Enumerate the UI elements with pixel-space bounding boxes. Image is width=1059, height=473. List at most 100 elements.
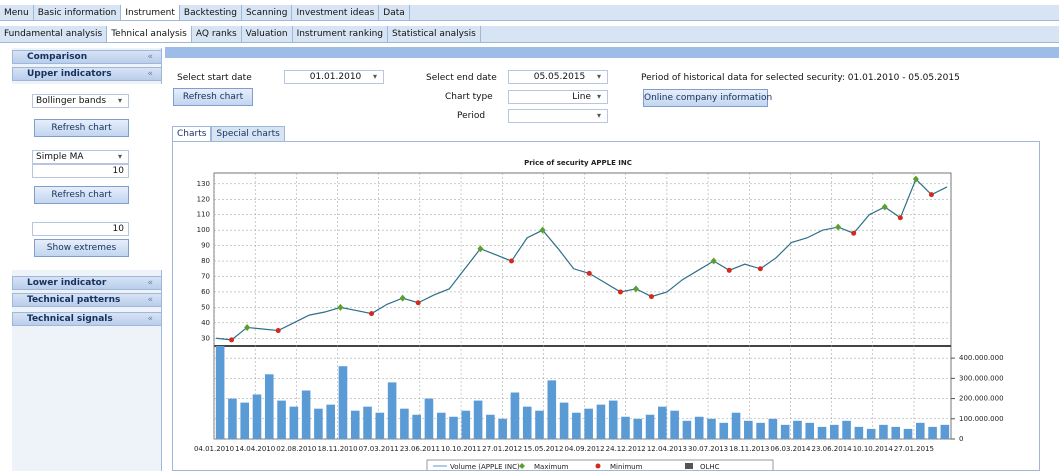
volume-bar [240, 402, 250, 439]
menu-tab[interactable]: Fundamental analysis [0, 26, 108, 42]
menu-tab[interactable]: Data [379, 5, 410, 20]
input[interactable]: 10 [32, 222, 129, 236]
section-header[interactable]: Comparison « [12, 50, 162, 64]
tab[interactable]: Special charts [211, 126, 285, 141]
button[interactable]: Refresh chart [34, 186, 129, 204]
volume-bar [228, 398, 237, 439]
period-info: Period of historical data for selected s… [641, 73, 960, 83]
chart-panel: Price of security APPLE INC 30 40 50 60 70 80… [172, 141, 1040, 473]
minimum-marker [509, 258, 515, 264]
volume-bar [572, 412, 581, 439]
x-tick-label: 14.04.2010 [235, 445, 275, 453]
legend-label: Minimum [610, 463, 643, 470]
main-menu: Menu Basic information Instrument Backtesti… [0, 5, 1059, 21]
x-tick-label: 04.01.2010 [194, 445, 234, 453]
section-header[interactable]: Upper indicators « [12, 67, 162, 81]
x-tick-label: 10.10.2014 [853, 445, 894, 453]
x-tick-label: 23.06.2011 [400, 445, 440, 453]
x-tick-label: 10.10.2011 [441, 445, 481, 453]
plot-area [213, 172, 952, 440]
volume-bar [350, 410, 360, 439]
dropdown[interactable]: Bollinger bands [32, 94, 129, 108]
dropdown[interactable] [508, 109, 608, 123]
date-picker[interactable]: 01.01.2010 [284, 70, 384, 84]
volume-bar [621, 416, 630, 439]
menu-tab[interactable]: Tehnical analysis [107, 26, 192, 42]
chart-tabs: Charts Special charts [172, 126, 285, 141]
section-header[interactable]: Technical signals « [12, 312, 162, 326]
button[interactable]: Refresh chart [34, 119, 129, 137]
button[interactable]: Online company information [643, 89, 772, 107]
dropdown[interactable]: Line [508, 90, 608, 104]
section-header[interactable]: Technical patterns « [12, 293, 162, 307]
volume-bar [719, 422, 729, 439]
volume-bar [879, 424, 888, 439]
chart-title: Price of security APPLE INC [524, 159, 632, 167]
y-tick-label: 40 [201, 319, 210, 327]
menu-tab[interactable]: Instrument [121, 5, 180, 20]
x-tick-label: 12.04.2013 [647, 445, 687, 453]
y2-tick-label: 300.000.000 [959, 374, 1004, 382]
volume-bar [363, 406, 372, 439]
volume-bar [559, 402, 569, 439]
volume-bar [817, 426, 827, 439]
menu-tab[interactable]: Menu [0, 5, 34, 20]
button[interactable]: Show extremes [34, 239, 129, 257]
x-tick-label: 27.01.2012 [482, 445, 522, 453]
section-title: Technical patterns [27, 295, 121, 305]
volume-bar [842, 420, 851, 439]
section-title: Upper indicators [27, 69, 112, 79]
menu-tab[interactable]: AQ ranks [192, 26, 242, 42]
minimum-marker [851, 230, 857, 236]
y2-tick-label: 200.000.000 [959, 395, 1004, 403]
volume-bar [326, 404, 335, 439]
menu-tab[interactable]: Scanning [242, 5, 293, 20]
x-tick-label: 23.06.2014 [812, 445, 853, 453]
menu-tab[interactable]: Statistical analysis [388, 26, 481, 42]
maximum-marker [632, 285, 639, 293]
minimum-marker [415, 300, 421, 306]
minimum-marker [617, 289, 623, 295]
volume-bar [436, 412, 446, 439]
maximum-marker [244, 323, 251, 331]
section-header[interactable]: Lower indicator « [12, 276, 162, 290]
volume-bar [694, 416, 704, 439]
label: Select start date [177, 73, 252, 83]
maximum-marker [710, 257, 717, 265]
volume-bar [731, 412, 741, 439]
volume-bar [461, 410, 471, 439]
y2-tick-label: 400.000.000 [959, 354, 1004, 362]
menu-tab[interactable]: Basic information [34, 5, 122, 20]
legend-swatch [685, 463, 693, 469]
minimum-marker [897, 215, 903, 221]
x-tick-label: 04.09.2012 [565, 445, 605, 453]
volume-bar [252, 394, 262, 439]
sub-menu: Fundamental analysis Tehnical analysis AQ … [0, 26, 1059, 43]
volume-bar [375, 412, 385, 439]
input[interactable]: 10 [32, 164, 129, 178]
sidebar: Comparison « Upper indicators « Bollinger … [12, 48, 162, 471]
menu-tab[interactable]: Backtesting [180, 5, 242, 20]
y-tick-label: 80 [201, 257, 210, 265]
volume-bar [338, 366, 348, 439]
volume-bar [793, 420, 802, 439]
volume-bar [928, 426, 937, 439]
menu-tab[interactable]: Instrument ranking [293, 26, 389, 42]
x-tick-label: 18.11.2013 [729, 445, 769, 453]
upper-indicators-panel: Bollinger bands Refresh chart Simple MA … [12, 84, 162, 270]
y-tick-label: 120 [197, 195, 210, 203]
menu-tab[interactable]: Valuation [242, 26, 293, 42]
volume-bar [658, 406, 667, 439]
volume-bar [424, 398, 434, 439]
volume-bar [522, 406, 532, 439]
date-picker[interactable]: 05.05.2015 [508, 70, 608, 84]
section-title: Technical signals [27, 314, 113, 324]
dropdown[interactable]: Simple MA [32, 150, 129, 164]
volume-bar [670, 410, 679, 439]
volume-bar [486, 414, 495, 439]
volume-bar [584, 408, 593, 439]
menu-tab[interactable]: Investment ideas [292, 5, 380, 20]
volume-bar [498, 418, 507, 439]
tab[interactable]: Charts [172, 126, 212, 141]
button[interactable]: Refresh chart [173, 88, 253, 106]
